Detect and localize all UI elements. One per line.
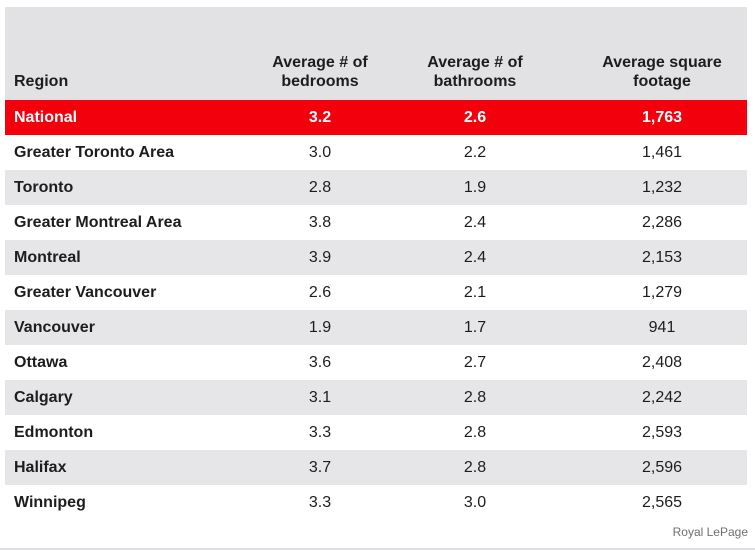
table-row-national: National 3.2 2.6 1,763 — [5, 100, 747, 135]
column-header-sqft: Average square footage — [602, 54, 722, 90]
sqft-cell: 2,408 — [641, 353, 683, 371]
table-row: Ottawa 3.6 2.7 2,408 — [5, 345, 747, 380]
region-cell: Winnipeg — [14, 493, 86, 511]
bedrooms-cell: 3.3 — [308, 493, 332, 511]
sqft-cell: 2,593 — [641, 423, 683, 441]
column-header-bedrooms: Average # of bedrooms — [272, 54, 368, 90]
column-header-region: Region — [14, 73, 69, 90]
region-cell: Greater Vancouver — [14, 283, 157, 301]
housing-stats-table: Region Average # of bedrooms Average # o… — [5, 7, 747, 520]
bedrooms-cell: 2.8 — [308, 178, 332, 196]
table-row: Greater Vancouver 2.6 2.1 1,279 — [5, 275, 747, 310]
sqft-cell: 2,596 — [641, 458, 683, 476]
bedrooms-cell: 2.6 — [308, 283, 332, 301]
bedrooms-cell: 3.0 — [308, 143, 332, 161]
region-cell: Toronto — [14, 178, 74, 196]
sqft-cell: 1,763 — [641, 108, 683, 126]
region-cell: Montreal — [14, 248, 81, 266]
region-cell: Greater Montreal Area — [14, 213, 182, 231]
bathrooms-cell: 3.0 — [463, 493, 487, 511]
bedrooms-cell: 3.9 — [308, 248, 332, 266]
bottom-divider — [0, 548, 755, 550]
sqft-cell: 2,286 — [641, 213, 683, 231]
bathrooms-cell: 2.8 — [463, 458, 487, 476]
source-attribution: Royal LePage — [672, 525, 748, 539]
bathrooms-cell: 2.8 — [463, 423, 487, 441]
bathrooms-cell: 1.9 — [463, 178, 487, 196]
bathrooms-cell: 1.7 — [463, 318, 487, 336]
region-cell: Greater Toronto Area — [14, 143, 175, 161]
sqft-cell: 941 — [648, 318, 676, 336]
bedrooms-cell: 3.1 — [308, 388, 332, 406]
bathrooms-cell: 2.2 — [463, 143, 487, 161]
table-row: Toronto 2.8 1.9 1,232 — [5, 170, 747, 205]
bedrooms-cell: 3.2 — [308, 108, 332, 126]
sqft-cell: 2,242 — [641, 388, 683, 406]
bathrooms-cell: 2.4 — [463, 213, 487, 231]
bedrooms-cell: 3.6 — [308, 353, 332, 371]
table-row: Halifax 3.7 2.8 2,596 — [5, 450, 747, 485]
column-header-bathrooms: Average # of bathrooms — [427, 54, 523, 90]
bathrooms-cell: 2.1 — [463, 283, 487, 301]
bedrooms-cell: 1.9 — [308, 318, 332, 336]
bedrooms-cell: 3.8 — [308, 213, 332, 231]
bathrooms-cell: 2.6 — [463, 108, 487, 126]
sqft-cell: 1,279 — [641, 283, 683, 301]
region-cell: Vancouver — [14, 318, 95, 336]
table-row: Vancouver 1.9 1.7 941 — [5, 310, 747, 345]
table-row: Montreal 3.9 2.4 2,153 — [5, 240, 747, 275]
region-cell: Ottawa — [14, 353, 68, 371]
region-cell: Halifax — [14, 458, 67, 476]
region-cell: National — [14, 108, 78, 126]
table-row: Greater Montreal Area 3.8 2.4 2,286 — [5, 205, 747, 240]
bathrooms-cell: 2.4 — [463, 248, 487, 266]
bathrooms-cell: 2.7 — [463, 353, 487, 371]
sqft-cell: 2,153 — [641, 248, 683, 266]
bedrooms-cell: 3.7 — [308, 458, 332, 476]
region-cell: Calgary — [14, 388, 73, 406]
bathrooms-cell: 2.8 — [463, 388, 487, 406]
table-header-row: Region Average # of bedrooms Average # o… — [5, 7, 747, 100]
sqft-cell: 1,461 — [641, 143, 683, 161]
table-row: Calgary 3.1 2.8 2,242 — [5, 380, 747, 415]
sqft-cell: 2,565 — [641, 493, 683, 511]
region-cell: Edmonton — [14, 423, 94, 441]
table-row: Greater Toronto Area 3.0 2.2 1,461 — [5, 135, 747, 170]
sqft-cell: 1,232 — [641, 178, 683, 196]
table-row: Edmonton 3.3 2.8 2,593 — [5, 415, 747, 450]
table-row: Winnipeg 3.3 3.0 2,565 — [5, 485, 747, 520]
bedrooms-cell: 3.3 — [308, 423, 332, 441]
